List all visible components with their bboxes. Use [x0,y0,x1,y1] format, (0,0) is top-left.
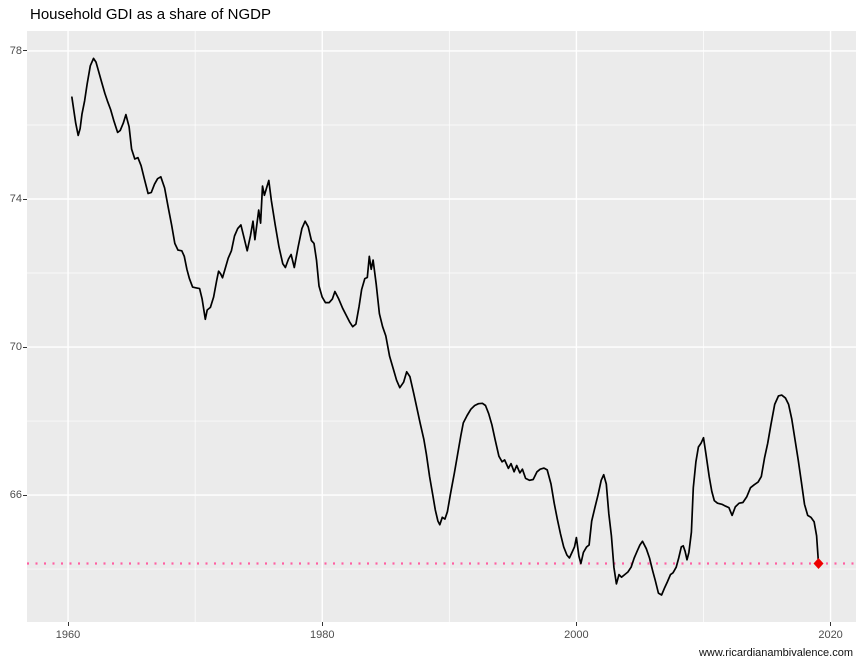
x-tick-mark [321,622,323,626]
y-tick-mark [23,50,27,52]
y-tick-label: 70 [9,341,22,354]
x-tick-label: 1960 [55,629,81,641]
y-tick-label: 74 [9,193,22,205]
x-tick-mark [575,622,577,626]
x-tick-label: 2000 [564,629,589,641]
x-tick-mark [830,622,832,626]
y-tick-label: 78 [9,44,22,57]
y-tick-mark [23,198,27,200]
plot-panel [27,31,856,622]
x-tick-mark [67,622,69,626]
endpoint-diamond-icon [813,558,824,570]
chart-title: Household GDI as a share of NGDP [30,6,271,23]
y-tick-mark [23,494,27,496]
plot-area-svg [27,31,856,622]
y-tick-label: 66 [9,489,22,502]
x-tick-label: 2020 [818,629,843,641]
x-tick-label: 1980 [309,629,335,641]
caption: www.ricardianambivalence.com [698,647,853,659]
series-line [71,57,820,596]
y-tick-mark [23,346,27,348]
